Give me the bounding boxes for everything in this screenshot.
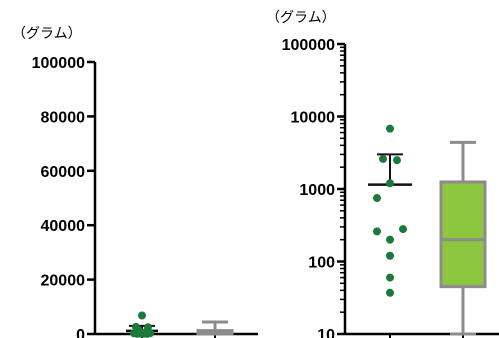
y-tick-label-0: 100000 (32, 55, 85, 72)
data-point (386, 273, 394, 282)
data-point (393, 156, 401, 165)
data-point (373, 194, 381, 203)
log-unit-label: （グラム） (266, 9, 336, 25)
data-point (386, 179, 394, 188)
data-point (373, 227, 381, 236)
y-tick-label-0: 100000 (282, 37, 335, 54)
box-iqr (439, 180, 487, 289)
y-tick-label-1: 80000 (41, 109, 86, 126)
data-point (143, 329, 151, 338)
data-point (399, 225, 407, 234)
y-tick-label-2: 60000 (41, 164, 86, 181)
y-tick-label-1: 10000 (291, 110, 336, 127)
data-point (386, 288, 394, 297)
linear-unit-label: （グラム） (12, 25, 82, 41)
y-tick-label-4: 10 (317, 327, 335, 338)
data-point (379, 154, 387, 163)
y-tick-label-5: 0 (76, 327, 85, 338)
data-point (386, 124, 394, 133)
linear-panel: （グラム） 100000 80000 60000 40000 20000 0 (12, 25, 258, 338)
data-point (133, 329, 141, 338)
log-panel: （グラム） 100000 10000 1000 100 10 (266, 9, 499, 338)
data-point (138, 311, 146, 320)
y-tick-label-3: 100 (308, 255, 335, 272)
data-point (386, 235, 394, 244)
y-tick-label-3: 40000 (41, 218, 86, 235)
y-tick-label-4: 20000 (41, 273, 86, 290)
data-point (386, 251, 394, 260)
y-tick-label-2: 1000 (299, 182, 335, 199)
